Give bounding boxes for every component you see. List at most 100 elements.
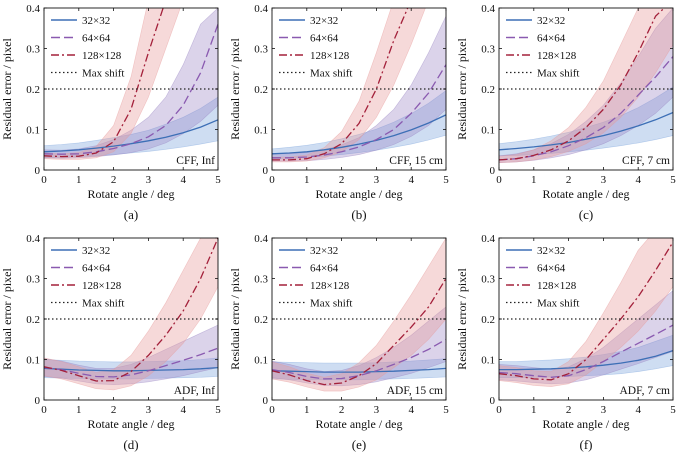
- panel-annotation: CFF, 15 cm: [389, 155, 443, 167]
- y-tick-label: 0.4: [26, 233, 40, 245]
- legend-entry: 128×128: [537, 280, 577, 292]
- y-tick-label: 0.3: [26, 44, 40, 56]
- series-line-6464: [272, 64, 446, 159]
- x-tick-label: 1: [531, 404, 537, 416]
- panel-label: (f): [580, 437, 593, 452]
- x-tick-label: 0: [496, 174, 502, 186]
- series-line-3232: [499, 349, 673, 371]
- legend-entry: 32×32: [310, 245, 338, 257]
- y-tick-label: 0: [35, 395, 41, 407]
- series-line-6464: [44, 23, 218, 155]
- x-tick-label: 1: [531, 174, 537, 186]
- y-tick-label: 0.3: [254, 44, 268, 56]
- y-tick-label: 0.3: [481, 44, 495, 56]
- band-6464: [499, 8, 673, 164]
- y-tick-label: 0.3: [26, 274, 40, 286]
- series-line-6464: [499, 56, 673, 161]
- x-tick-label: 2: [566, 404, 572, 416]
- y-tick-label: 0.4: [481, 233, 495, 245]
- x-tick-label: 4: [408, 404, 414, 416]
- y-tick-label: 0.4: [254, 233, 268, 245]
- x-axis-label: Rotate angle / deg: [88, 187, 175, 201]
- legend-entry: 32×32: [537, 245, 565, 257]
- panel-label: (e): [352, 437, 366, 452]
- y-tick-label: 0.1: [254, 355, 268, 367]
- legend: 32×32 64×64 128×128 Max shift: [506, 245, 579, 310]
- y-axis-label: Residual error / pixel: [0, 268, 14, 370]
- panel-f: 0 1 2 3 4 5 0 0.1 0.2 0.3 0.4 Rotate angle / deg Res…: [455, 233, 676, 452]
- x-axis-label: Rotate angle / deg: [543, 187, 630, 201]
- legend-entry: 32×32: [82, 15, 110, 27]
- band-6464: [44, 8, 218, 159]
- x-tick-label: 1: [304, 404, 310, 416]
- series-line-3232: [499, 111, 673, 151]
- legend-entry: Max shift: [537, 298, 579, 310]
- panel-label: (b): [351, 207, 366, 222]
- y-tick-label: 0.1: [26, 355, 40, 367]
- legend-entry: Max shift: [82, 68, 124, 80]
- y-tick-label: 0.3: [254, 274, 268, 286]
- series-line-6464: [272, 338, 446, 380]
- legend-entry: 64×64: [82, 263, 111, 275]
- panel-annotation: ADF, Inf: [174, 385, 215, 397]
- band-128128: [44, 8, 181, 160]
- legend-entry: Max shift: [537, 68, 579, 80]
- series-line-3232: [272, 367, 446, 373]
- panel-annotation: CFF, Inf: [176, 155, 215, 167]
- x-tick-label: 2: [339, 174, 345, 186]
- y-axis-label: Residual error / pixel: [228, 38, 242, 140]
- x-tick-label: 1: [76, 404, 82, 416]
- legend-entry: 128×128: [310, 50, 350, 62]
- plot-area: [272, 8, 446, 163]
- series-line-6464: [499, 324, 673, 378]
- legend-entry: 64×64: [82, 33, 111, 45]
- band-6464: [272, 306, 446, 387]
- x-tick-label: 2: [339, 404, 345, 416]
- x-tick-label: 1: [76, 174, 82, 186]
- y-axis-label: Residual error / pixel: [228, 268, 242, 370]
- y-tick-label: 0.2: [481, 314, 495, 326]
- x-tick-label: 5: [443, 174, 449, 186]
- x-tick-label: 4: [635, 174, 641, 186]
- series-line-3232: [44, 119, 218, 153]
- legend: 32×32 64×64 128×128 Max shift: [279, 15, 352, 80]
- legend-entry: 64×64: [537, 33, 566, 45]
- y-tick-label: 0.2: [26, 314, 40, 326]
- y-tick-label: 0: [263, 165, 269, 177]
- x-tick-label: 3: [374, 404, 380, 416]
- series-line-128128: [272, 8, 409, 161]
- y-tick-label: 0: [490, 165, 496, 177]
- x-tick-label: 3: [374, 174, 380, 186]
- y-tick-label: 0.2: [254, 314, 268, 326]
- band-3232: [44, 96, 218, 159]
- legend: 32×32 64×64 128×128 Max shift: [51, 15, 124, 80]
- plot-area: [272, 238, 446, 392]
- band-3232: [272, 358, 446, 381]
- legend: 32×32 64×64 128×128 Max shift: [506, 15, 579, 80]
- x-tick-label: 4: [635, 404, 641, 416]
- panel-label: (d): [123, 437, 138, 452]
- y-axis-label: Residual error / pixel: [455, 38, 469, 140]
- x-tick-label: 4: [408, 174, 414, 186]
- y-tick-label: 0.1: [481, 125, 495, 137]
- series-line-3232: [272, 114, 446, 155]
- legend-entry: 64×64: [310, 263, 339, 275]
- y-tick-label: 0.1: [254, 125, 268, 137]
- y-tick-label: 0: [35, 165, 41, 177]
- y-tick-label: 0.2: [481, 84, 495, 96]
- legend-entry: 64×64: [310, 33, 339, 45]
- legend-entry: 32×32: [82, 245, 110, 257]
- x-axis-label: Rotate angle / deg: [543, 417, 630, 431]
- legend-entry: 128×128: [82, 50, 122, 62]
- panel-c: 0 1 2 3 4 5 0 0.1 0.2 0.3 0.4 Rotate angle / deg Res…: [455, 3, 676, 222]
- panel-label: (a): [124, 207, 138, 222]
- legend-entry: 128×128: [310, 280, 350, 292]
- plot-area: [44, 238, 218, 391]
- x-tick-label: 2: [111, 174, 117, 186]
- legend-entry: 32×32: [537, 15, 565, 27]
- x-tick-label: 1: [304, 174, 310, 186]
- y-tick-label: 0: [263, 395, 269, 407]
- panel-a: 0 1 2 3 4 5 0 0.1 0.2 0.3 0.4 Rotate angle / deg Res…: [0, 3, 221, 222]
- legend-entry: Max shift: [310, 68, 352, 80]
